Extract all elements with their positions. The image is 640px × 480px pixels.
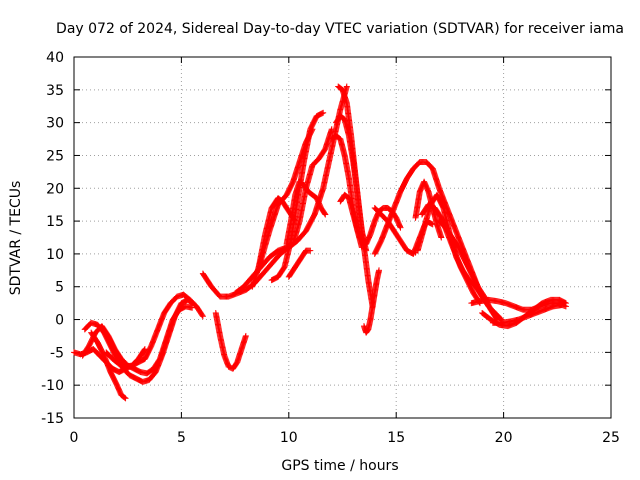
x-tick-label: 0 [70, 430, 79, 446]
data-point-arc-7 [343, 83, 350, 90]
y-tick-label: 40 [46, 50, 64, 66]
y-tick-label: -5 [50, 345, 64, 361]
y-tick-label: 20 [46, 181, 64, 197]
y-tick-label: 0 [55, 313, 64, 329]
data-point-arc-5 [141, 347, 148, 354]
x-tick-label: 25 [602, 430, 620, 446]
x-tick-label: 10 [280, 430, 298, 446]
data-point-arc-4 [121, 394, 128, 401]
x-tick-label: 15 [387, 430, 405, 446]
data-point-arc-5 [141, 346, 148, 353]
y-tick-label: 15 [46, 214, 64, 230]
y-tick-label: 10 [46, 247, 64, 263]
plot-frame [73, 56, 612, 419]
x-axis-label: GPS time / hours [281, 458, 398, 474]
y-tick-label: -10 [41, 378, 64, 394]
y-tick-label: 30 [46, 116, 64, 132]
data-point-arc-1 [199, 312, 206, 319]
axis-ticks: 0 5 10 15 20 25 -15 -10 -5 0 5 10 15 20 25 30 35 40 [41, 50, 620, 446]
data-point-arc-1 [199, 313, 206, 320]
data-points [71, 83, 569, 402]
data-point-arc-8 [328, 126, 335, 133]
y-tick-label: 35 [46, 83, 64, 99]
x-tick-label: 5 [177, 430, 186, 446]
y-axis-label: SDTVAR / TECUs [8, 181, 24, 296]
y-tick-label: -15 [41, 411, 64, 427]
y-tick-label: 25 [46, 148, 64, 164]
x-tick-label: 20 [495, 430, 513, 446]
data-point-arc-4 [122, 395, 129, 402]
y-tick-label: 5 [55, 280, 64, 296]
data-point-arc-3 [189, 304, 196, 311]
chart-title: Day 072 of 2024, Sidereal Day-to-day VTE… [56, 21, 624, 37]
data-point-arc-6 [242, 332, 249, 339]
data-point-arc-2 [188, 299, 195, 306]
